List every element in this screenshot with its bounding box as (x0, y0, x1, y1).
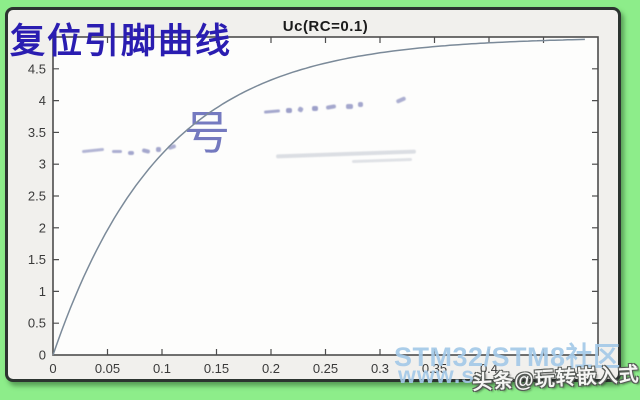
smudge-mark (358, 102, 363, 107)
faded-watermark-char: 号 (184, 107, 230, 159)
smudge-mark (286, 108, 292, 113)
y-tick-label: 3 (39, 157, 46, 172)
faded-watermark-remnants: 号 (8, 10, 618, 379)
y-tick-label: 0 (39, 348, 46, 363)
y-tick-label: 2.5 (28, 189, 46, 204)
smudge-mark (346, 104, 353, 109)
community-watermark-line1: STM32/STM8社区 (394, 342, 621, 372)
x-tick-label: 0.1 (153, 361, 171, 376)
matlab-figure-frame: 号 0 0.05 0.1 0.15 0.2 0.25 0.3 0.35 0.4 0 0.5 1 1.5 2… (5, 7, 621, 382)
x-tick-label: 0.2 (262, 361, 280, 376)
smudge-mark (112, 150, 122, 153)
community-watermark-line2: www.s (398, 362, 475, 388)
chart-canvas: 0 0.05 0.1 0.15 0.2 0.25 0.3 0.35 0.4 0 0.5 1 1.5 2 2.… (28, 18, 599, 376)
y-tick-label: 1.5 (28, 252, 46, 267)
y-tick-label: 0.5 (28, 316, 46, 331)
plot-area-background (53, 37, 598, 355)
chart-title: Uc(RC=0.1) (283, 18, 368, 35)
smudge-mark (312, 106, 318, 111)
x-tick-label: 0.4 (480, 361, 498, 376)
plot-box (52, 36, 599, 356)
y-tick-label: 2 (39, 220, 46, 235)
figure-canvas: 号 0 0.05 0.1 0.15 0.2 0.25 0.3 0.35 0.4 0 0.5 1 1.5 2… (8, 10, 618, 379)
x-tick-label: 0.35 (422, 361, 447, 376)
x-tick-label: 0.3 (371, 361, 389, 376)
smudge-mark (128, 151, 134, 155)
y-tick-label: 3.5 (28, 125, 46, 140)
x-tick-label: 0.15 (204, 361, 229, 376)
y-tick-label: 1 (39, 284, 46, 299)
overlay-caption: 复位引脚曲线 (10, 22, 233, 61)
x-tick-label: 0 (49, 361, 56, 376)
y-tick-label: 4 (39, 93, 46, 108)
uc-curve (52, 38, 585, 356)
x-tick-label: 0.05 (95, 361, 120, 376)
smudge-mark (156, 147, 161, 152)
y-tick-label: 4.5 (28, 61, 46, 76)
x-tick-label: 0.25 (313, 361, 338, 376)
